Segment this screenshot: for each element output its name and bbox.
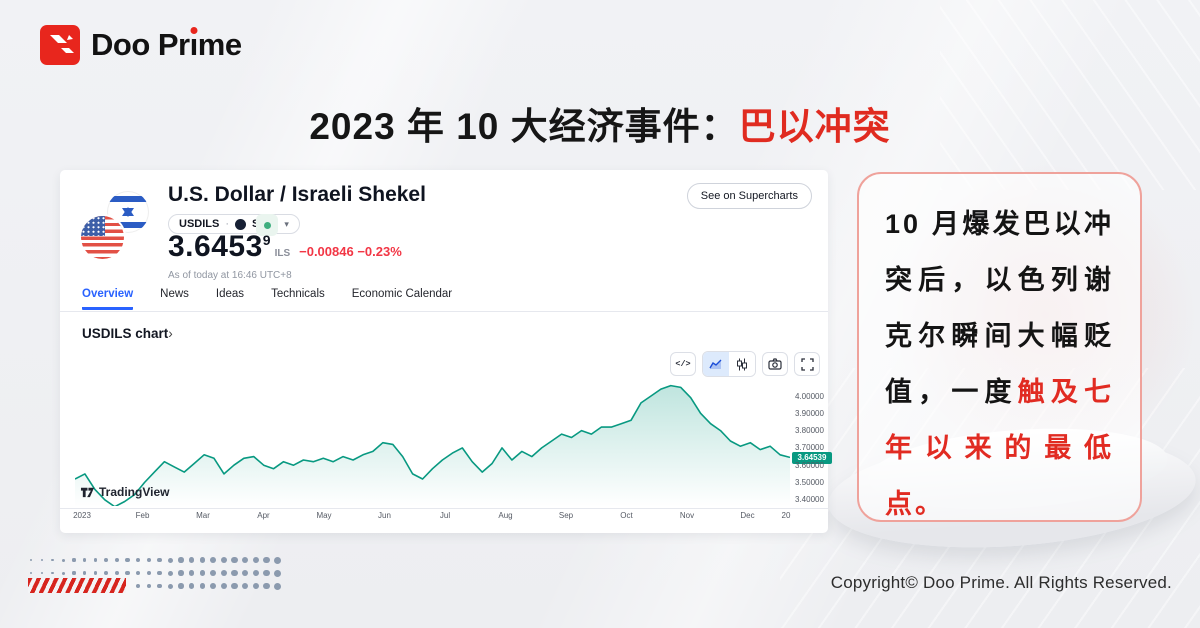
callout-text-dark: 10 月爆发巴以冲突后，以色列谢克尔瞬间大幅贬值，一度 bbox=[885, 209, 1114, 407]
code-icon: </> bbox=[675, 359, 691, 369]
candles-chart-type-button[interactable] bbox=[729, 352, 755, 376]
dots-decoration bbox=[30, 553, 296, 601]
callout-text: 10 月爆发巴以冲突后，以色列谢克尔瞬间大幅贬值，一度触及七年以来的最低点。 bbox=[885, 196, 1114, 532]
fullscreen-icon bbox=[800, 357, 814, 371]
price-chart[interactable] bbox=[74, 368, 791, 508]
screenshot-button[interactable] bbox=[762, 352, 788, 376]
us-flag-icon bbox=[81, 216, 124, 259]
logo-wordmark: Doo Prıme bbox=[91, 25, 242, 65]
x-axis-line bbox=[60, 508, 828, 509]
tab-ideas[interactable]: Ideas bbox=[215, 288, 245, 300]
callout-text-red: 触及七年以来的最低点。 bbox=[885, 377, 1115, 519]
chart-type-switch bbox=[702, 351, 756, 377]
market-open-dot bbox=[263, 221, 271, 229]
area-chart-type-button[interactable] bbox=[703, 352, 729, 376]
doo-prime-logo-icon bbox=[40, 25, 80, 65]
tradingview-label: TradingView bbox=[99, 485, 170, 499]
logo-text-post: me bbox=[197, 27, 242, 62]
tab-bar: Overview News Ideas Technicals Economic … bbox=[82, 288, 452, 310]
area-chart-icon bbox=[709, 359, 722, 369]
chevron-down-icon: ▾ bbox=[284, 218, 289, 229]
fullscreen-button[interactable] bbox=[794, 352, 820, 376]
price-area bbox=[75, 385, 790, 507]
as-of-timestamp: As of today at 16:46 UTC+8 bbox=[168, 270, 292, 281]
tab-news[interactable]: News bbox=[160, 288, 189, 300]
symbol-title: U.S. Dollar / Israeli Shekel bbox=[168, 183, 426, 206]
tab-economic-calendar[interactable]: Economic Calendar bbox=[351, 288, 453, 300]
last-price-superscript: 9 bbox=[262, 232, 271, 248]
chart-toolbar: </> bbox=[670, 351, 820, 377]
price-row: 3.6453 9 ILS −0.00846 −0.23% bbox=[168, 230, 402, 264]
tradingview-watermark[interactable]: TradingView bbox=[80, 485, 169, 499]
candlestick-icon bbox=[737, 358, 747, 370]
symbol-code: USDILS bbox=[179, 218, 220, 230]
tradingview-logo-icon bbox=[80, 487, 95, 498]
tradingview-card: U.S. Dollar / Israeli Shekel USDILS · Sa… bbox=[60, 170, 832, 533]
current-price-badge: 3.64539 bbox=[792, 451, 832, 464]
callout-box: 10 月爆发巴以冲突后，以色列谢克尔瞬间大幅贬值，一度触及七年以来的最低点。 bbox=[857, 172, 1142, 522]
title-highlight: 巴以冲突 bbox=[738, 106, 891, 147]
logo-text-pre: Doo Pr bbox=[91, 27, 190, 62]
price-line bbox=[74, 384, 791, 508]
striped-bar-decoration bbox=[28, 578, 126, 593]
logo-arrow-glyph bbox=[50, 35, 74, 53]
market-status-badge bbox=[256, 214, 278, 236]
tab-technicals[interactable]: Technicals bbox=[271, 288, 325, 300]
x-axis[interactable]: 2023 Feb Mar Apr May Jun Jul Aug Sep Oct Nov Dec 20 bbox=[73, 511, 791, 520]
chart-section-link[interactable]: USDILS chart› bbox=[82, 326, 173, 341]
page-title: 2023 年 10 大经济事件：巴以冲突 bbox=[0, 96, 1200, 150]
chevron-right-icon: › bbox=[168, 326, 173, 341]
copyright-text: Copyright© Doo Prime. All Rights Reserve… bbox=[830, 573, 1172, 592]
tab-overview[interactable]: Overview bbox=[82, 288, 134, 310]
exchange-icon bbox=[235, 218, 247, 230]
camera-icon bbox=[768, 358, 782, 370]
tabbar-divider bbox=[60, 311, 828, 312]
area-chart bbox=[74, 384, 791, 508]
embed-code-button[interactable]: </> bbox=[670, 352, 696, 376]
y-axis[interactable]: 3.64539 4.00000 3.90000 3.80000 3.70000 3.60… bbox=[792, 368, 832, 508]
price-change: −0.00846 −0.23% bbox=[299, 244, 402, 259]
price-currency: ILS bbox=[274, 248, 291, 259]
title-prefix: 2023 年 10 大经济事件： bbox=[309, 106, 739, 147]
logo-letter-i: ı bbox=[189, 27, 199, 62]
doo-prime-logo: Doo Prıme bbox=[40, 25, 242, 65]
see-on-supercharts-button[interactable]: See on Supercharts bbox=[686, 183, 812, 209]
circuit-pattern-top-right bbox=[940, 0, 1200, 190]
last-price: 3.6453 bbox=[168, 230, 263, 263]
